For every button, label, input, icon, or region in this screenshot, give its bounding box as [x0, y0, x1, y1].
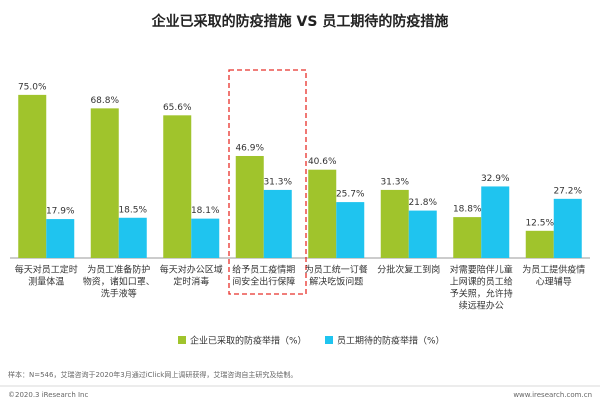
value-label: 18.8%: [453, 205, 482, 215]
value-label: 31.3%: [380, 177, 409, 187]
value-label: 18.5%: [118, 205, 147, 215]
value-label: 68.8%: [90, 96, 119, 106]
bar: [235, 155, 264, 258]
footer-left: ©2020.3 iResearch Inc: [8, 391, 88, 399]
x-tick-label: 间安全出行保障: [232, 276, 295, 288]
value-label: 32.9%: [481, 174, 510, 184]
value-label: 75.0%: [18, 82, 47, 92]
bar: [18, 94, 47, 258]
value-label: 12.5%: [525, 218, 554, 228]
legend-swatch: [178, 336, 186, 344]
x-tick-label: 为员工统一订餐: [305, 264, 368, 276]
chart-title: 企业已采取的防疫措施 VS 员工期待的防疫措施: [151, 13, 449, 30]
x-tick-label: 对需要陪伴儿童: [450, 264, 513, 276]
x-tick-label: 续远程办公: [459, 300, 504, 312]
bar: [553, 198, 582, 258]
x-tick-label: 每天对员工定时: [15, 264, 78, 276]
bar: [525, 230, 554, 258]
highlight-box: [228, 69, 307, 295]
bar: [46, 219, 75, 258]
value-label: 40.6%: [308, 157, 337, 167]
value-label: 46.9%: [235, 143, 264, 153]
value-label: 65.6%: [163, 103, 192, 113]
x-tick-label: 上网课的员工给: [450, 276, 513, 288]
bar: [308, 169, 337, 258]
bar: [163, 115, 192, 258]
bar: [380, 189, 409, 258]
x-tick-label: 为员工准备防护: [87, 264, 150, 276]
x-tick-label: 为员工提供疫情: [522, 264, 585, 276]
x-tick-label: 解决吃饭问题: [309, 276, 363, 288]
x-tick-label: 物资，诸如口罩、: [83, 276, 155, 288]
value-label: 25.7%: [336, 190, 365, 200]
x-tick-label: 予关照，允许持: [450, 288, 513, 300]
note: 样本：N=546，艾瑞咨询于2020年3月通过iClick网上调研获得，艾瑞咨询…: [8, 370, 297, 379]
value-label: 27.2%: [553, 186, 582, 196]
bar: [453, 217, 482, 258]
bar: [90, 108, 119, 258]
bar: [191, 218, 220, 258]
x-tick-label: 定时消毒: [173, 276, 209, 288]
x-tick-label: 每天对办公区域: [160, 264, 223, 276]
x-tick-label: 洗手液等: [101, 288, 137, 300]
legend-label: 员工期待的防疫举措（%）: [337, 335, 445, 347]
x-tick-label: 分批次复工到岗: [377, 264, 440, 276]
legend-label: 企业已采取的防疫举措（%）: [190, 335, 307, 347]
bar: [118, 217, 147, 258]
value-label: 31.3%: [263, 177, 292, 187]
legend-swatch: [325, 336, 333, 344]
value-label: 18.1%: [191, 206, 220, 216]
footer-right: www.iresearch.com.cn: [513, 391, 592, 399]
bar: [408, 210, 437, 258]
bar: [481, 186, 510, 258]
bar: [336, 202, 365, 258]
bar: [263, 189, 292, 258]
x-tick-label: 测量体温: [28, 276, 64, 288]
x-tick-label: 给予员工疫情期: [232, 264, 295, 276]
value-label: 17.9%: [46, 207, 75, 217]
value-label: 21.8%: [408, 198, 437, 208]
x-tick-label: 心理辅导: [536, 276, 572, 288]
